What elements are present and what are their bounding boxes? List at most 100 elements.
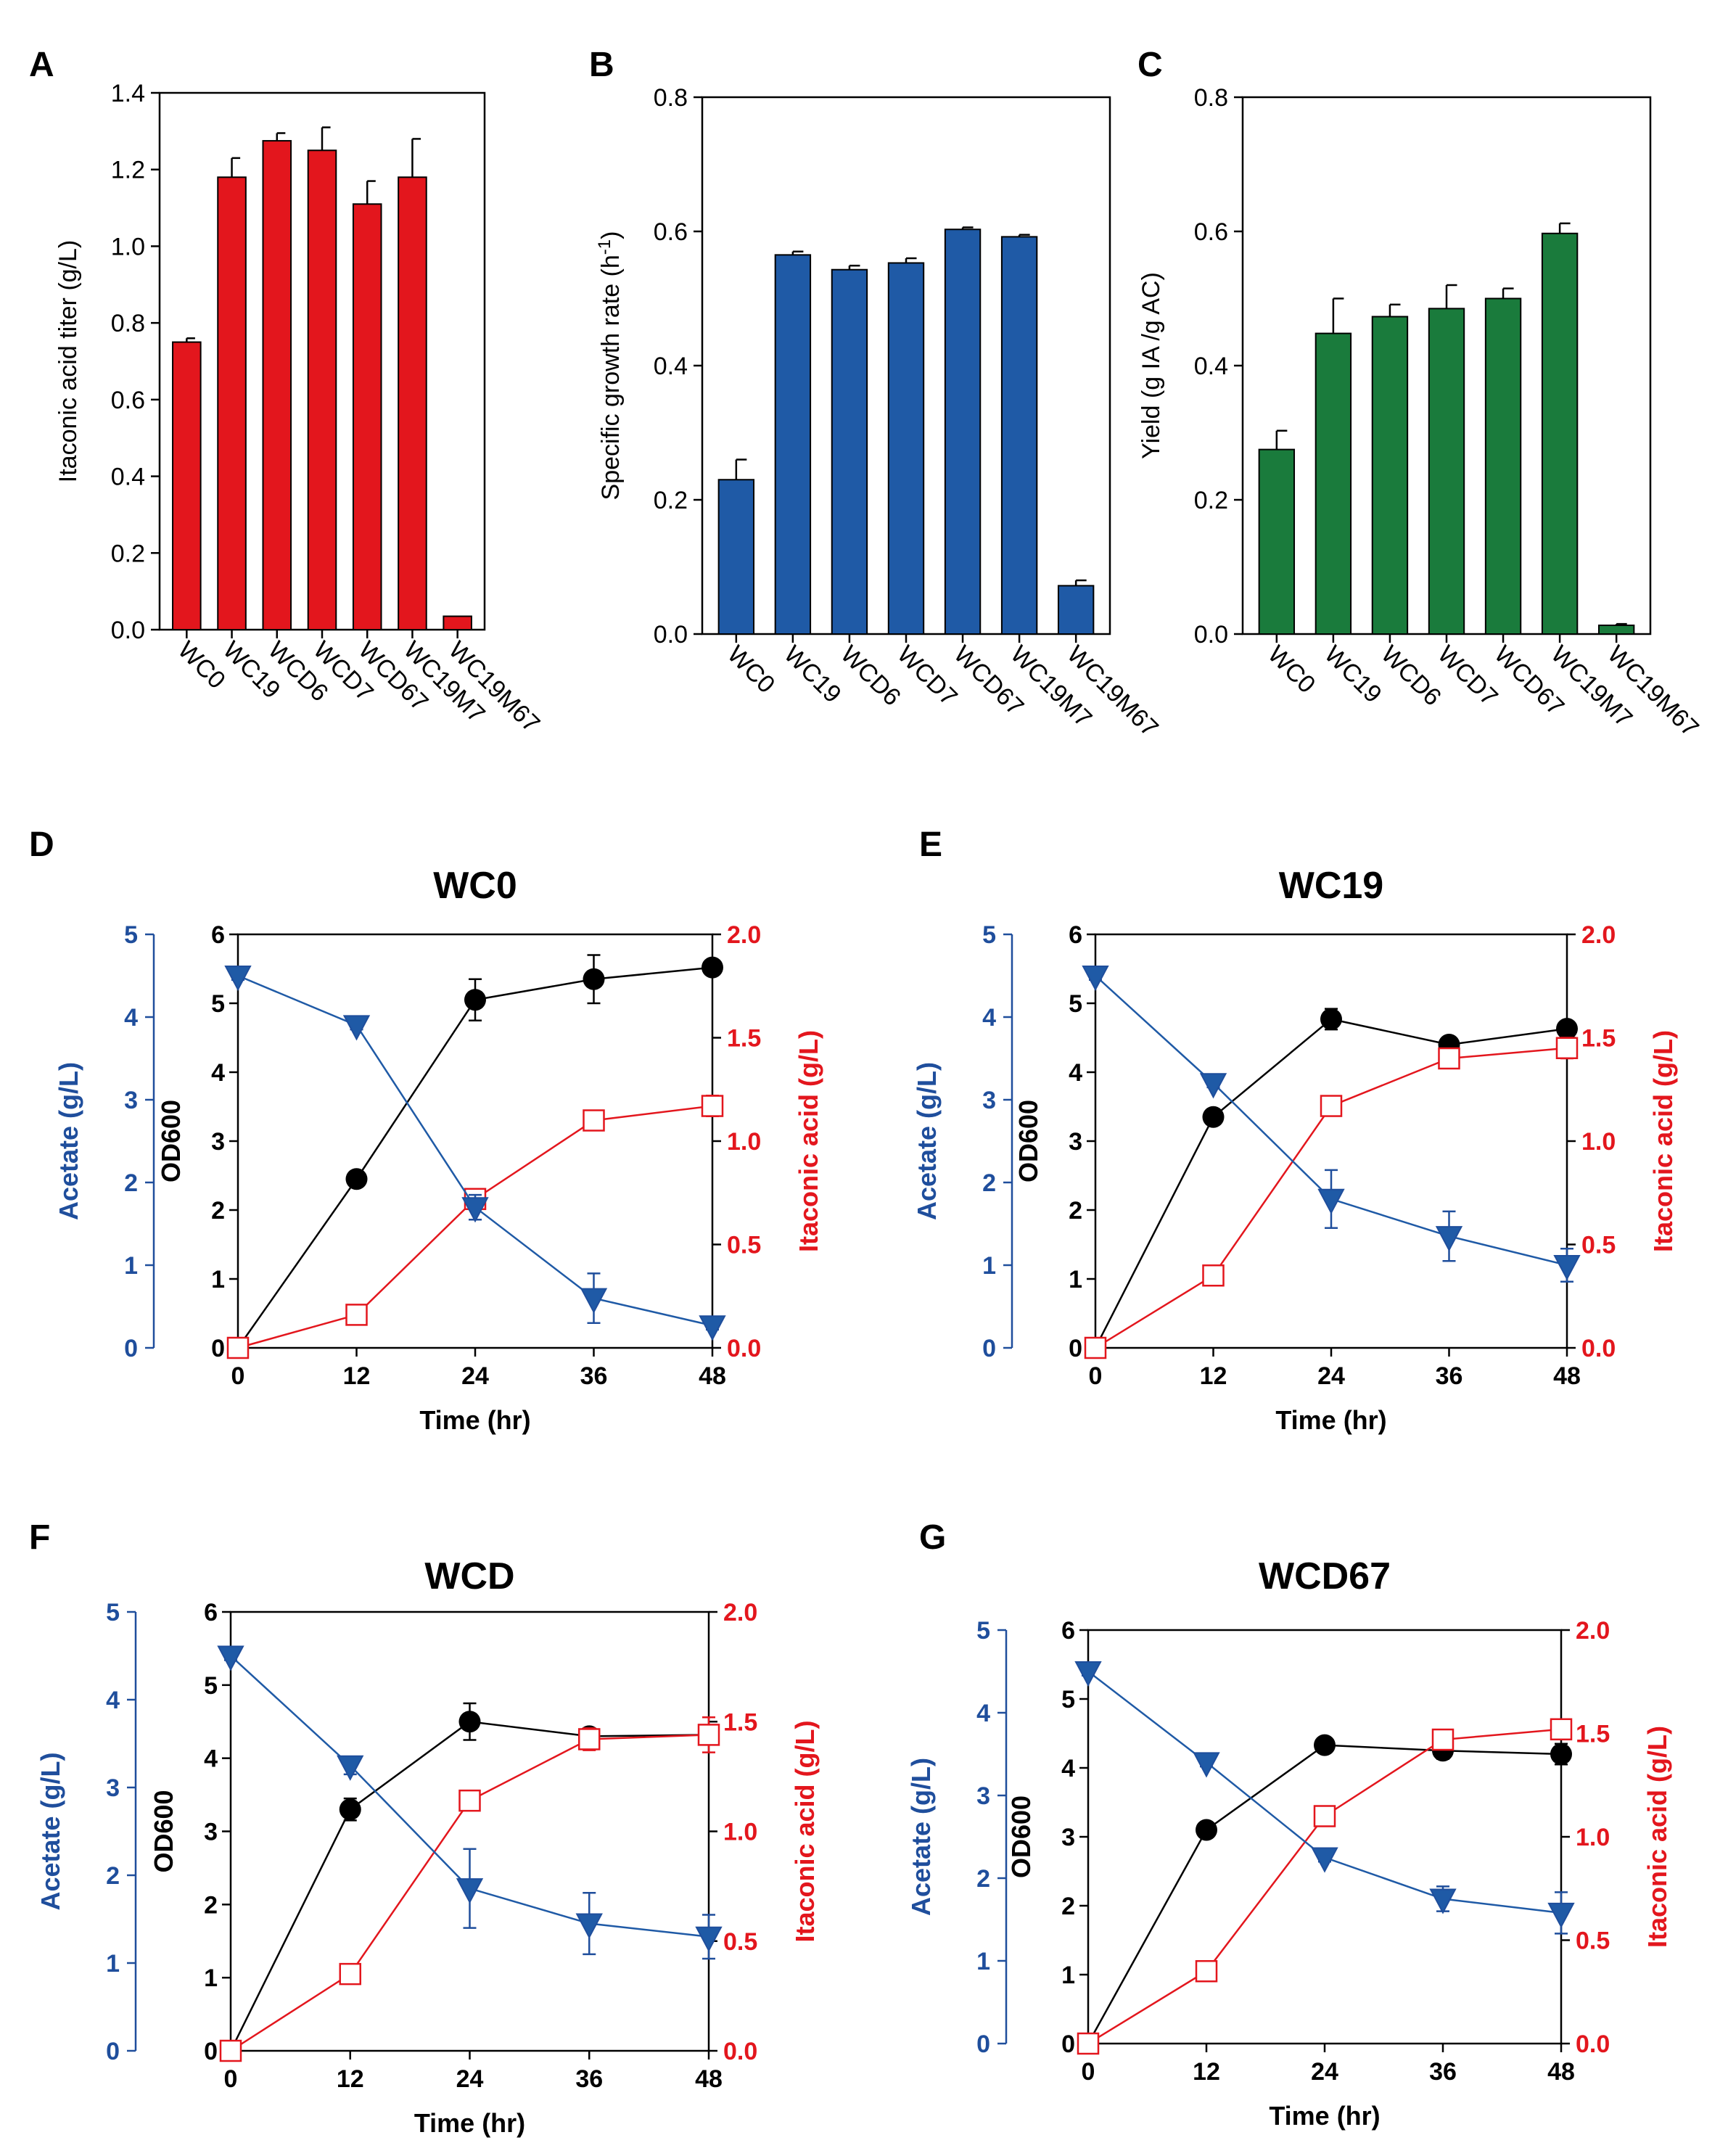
- ia-point: [1550, 1718, 1573, 1741]
- acetate-axis-label: Acetate (g/L): [912, 1062, 942, 1220]
- acetate-tick-label: 0: [124, 1335, 138, 1362]
- plot-frame: [229, 1610, 710, 2052]
- od-tick-label: 6: [1069, 921, 1082, 949]
- panel-label: C: [1137, 46, 1163, 84]
- x-tick-label: WC19: [778, 641, 847, 709]
- acetate-point: [342, 1015, 371, 1041]
- bar: [398, 176, 427, 631]
- acetate-tick-label: 3: [124, 1087, 138, 1114]
- ia-point: [1084, 1336, 1107, 1359]
- bar: [1057, 585, 1095, 635]
- od-tick-label: 3: [1069, 1128, 1082, 1156]
- plot-frame: [1087, 1629, 1563, 2045]
- bar: [1314, 332, 1352, 635]
- od-tick-label: 4: [1061, 1755, 1075, 1782]
- acetate-point: [1074, 1661, 1102, 1687]
- acetate-series-line: [237, 974, 713, 1327]
- bar: [774, 254, 812, 635]
- ia-point: [1320, 1095, 1343, 1117]
- acetate-point: [1199, 1073, 1227, 1099]
- bar: [887, 262, 925, 635]
- od-tick-label: 6: [204, 1599, 218, 1626]
- x-tick-label: 36: [575, 2065, 603, 2093]
- x-tick-label: 24: [1317, 1362, 1345, 1390]
- bar: [307, 149, 337, 631]
- panel-label: B: [589, 46, 614, 84]
- acetate-tick-label: 1: [976, 1948, 990, 1975]
- acetate-tick-label: 2: [982, 1169, 996, 1197]
- acetate-point: [461, 1197, 489, 1223]
- y-axis-label: Specific growth rate (h-1): [595, 231, 625, 501]
- bar: [1258, 448, 1296, 635]
- od-point: [464, 989, 486, 1011]
- acetate-point: [1082, 966, 1109, 992]
- bar: [1484, 297, 1522, 635]
- x-tick-label: 24: [1311, 2058, 1338, 2086]
- y-tick-label: 0.8: [111, 310, 145, 337]
- x-tick-label: 24: [456, 2065, 484, 2093]
- y-tick-label: 0.0: [654, 621, 688, 649]
- chart-title: WCD: [424, 1555, 514, 1597]
- x-tick-label: WCD7: [1432, 641, 1503, 712]
- acetate-axis-label: Acetate (g/L): [36, 1752, 65, 1910]
- ia-point: [1077, 2032, 1100, 2055]
- bar: [217, 176, 247, 631]
- acetate-point: [1553, 1255, 1581, 1281]
- ia-point: [339, 1962, 361, 1986]
- ia-tick-label: 2.0: [1581, 921, 1616, 949]
- x-tick-label: 0: [1082, 2058, 1095, 2086]
- od-tick-label: 1: [211, 1266, 225, 1293]
- panel-label: E: [919, 826, 942, 864]
- chart-title: WCD67: [1259, 1555, 1391, 1597]
- od-tick-label: 2: [204, 1891, 218, 1919]
- y-tick-label: 0.0: [1194, 621, 1228, 649]
- x-axis-label: Time (hr): [1275, 1405, 1386, 1435]
- y-axis-label: Itaconic acid titer (g/L): [54, 240, 82, 482]
- y-axis-label: Yield (g IA /g AC): [1137, 272, 1165, 459]
- od-point: [1196, 1819, 1217, 1841]
- bar: [352, 203, 382, 630]
- chart-title: WC19: [1279, 865, 1383, 907]
- bar: [172, 341, 202, 630]
- acetate-point: [1429, 1888, 1457, 1914]
- ia-tick-label: 1.0: [723, 1819, 757, 1846]
- ia-point: [1555, 1037, 1579, 1059]
- ia-series-line: [1087, 1728, 1562, 2045]
- ia-point: [1313, 1805, 1336, 1827]
- ia-series-line: [237, 1105, 713, 1349]
- y-tick-label: 0.4: [111, 464, 145, 491]
- panel-label: A: [29, 46, 54, 84]
- acetate-tick-label: 0: [106, 2038, 120, 2065]
- x-tick-label: 36: [580, 1362, 608, 1390]
- ia-point: [701, 1095, 724, 1117]
- od-axis-label: OD600: [1013, 1100, 1043, 1182]
- ia-tick-label: 0.5: [1581, 1232, 1616, 1259]
- x-tick-label: 12: [337, 2065, 364, 2093]
- acetate-tick-label: 2: [124, 1169, 138, 1197]
- acetate-point: [1193, 1752, 1220, 1778]
- bar: [831, 268, 868, 635]
- acetate-tick-label: 4: [976, 1700, 990, 1727]
- x-tick-label: WC0: [722, 641, 780, 699]
- ia-point: [1438, 1047, 1460, 1070]
- acetate-tick-label: 2: [106, 1862, 120, 1890]
- acetate-tick-label: 0: [982, 1335, 996, 1362]
- x-tick-label: 48: [699, 1362, 726, 1390]
- bar: [1541, 232, 1579, 635]
- x-tick-label: 48: [1547, 2058, 1575, 2086]
- panel-label: G: [919, 1518, 946, 1557]
- od-tick-label: 1: [1061, 1962, 1075, 1989]
- od-axis-label: OD600: [1006, 1795, 1036, 1878]
- y-tick-label: 0.4: [1194, 353, 1228, 380]
- acetate-tick-label: 4: [106, 1687, 120, 1714]
- acetate-point: [1311, 1847, 1338, 1873]
- ia-point: [1202, 1264, 1225, 1287]
- od-tick-label: 4: [1069, 1059, 1082, 1087]
- od-tick-label: 1: [204, 1964, 218, 1992]
- od-point: [1320, 1008, 1342, 1030]
- od-axis-label: OD600: [149, 1790, 178, 1872]
